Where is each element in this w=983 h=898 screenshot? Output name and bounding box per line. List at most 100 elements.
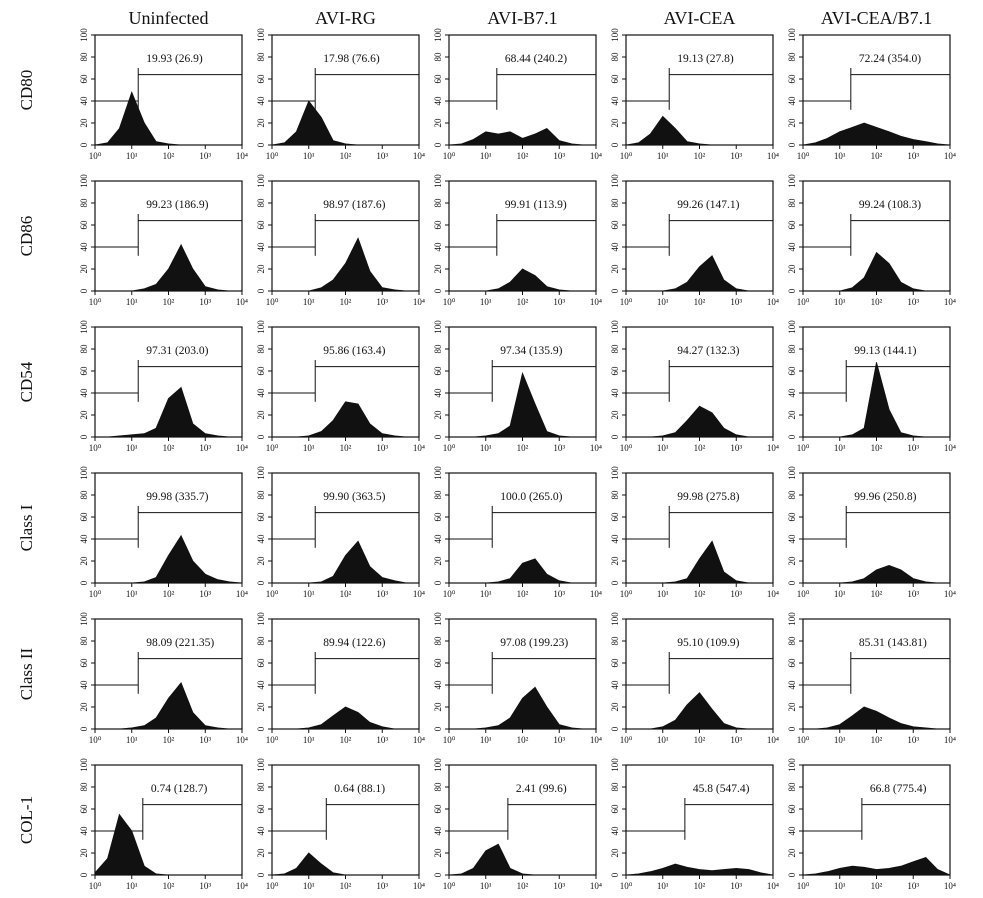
y-tick-label: 0 — [787, 580, 797, 585]
histogram-area — [448, 128, 596, 146]
x-tick-label: 10³ — [199, 443, 211, 453]
x-tick-label: 10³ — [199, 735, 211, 745]
histogram-area — [626, 255, 773, 292]
x-tick-label: 10³ — [376, 589, 388, 599]
x-tick-label: 10² — [517, 881, 529, 891]
y-tick-label: 60 — [433, 658, 443, 668]
x-tick-label: 10¹ — [834, 589, 846, 599]
histogram-area — [626, 692, 773, 730]
x-tick-label: 10² — [694, 443, 706, 453]
x-tick-label: 10¹ — [126, 589, 138, 599]
y-tick-label: 100 — [433, 174, 443, 188]
y-tick-label: 100 — [79, 320, 89, 334]
x-tick-label: 10¹ — [480, 151, 492, 161]
y-tick-label: 80 — [787, 344, 797, 354]
y-tick-label: 20 — [79, 410, 89, 420]
x-tick-label: 10⁴ — [413, 151, 425, 161]
y-tick-label: 0 — [256, 872, 266, 877]
histogram-area — [803, 564, 950, 584]
y-tick-label: 0 — [79, 434, 89, 439]
histogram-area — [95, 386, 242, 438]
x-tick-label: 10² — [694, 735, 706, 745]
x-tick-label: 10⁴ — [767, 151, 779, 161]
row-label: CD86 — [17, 216, 36, 257]
y-tick-label: 0 — [787, 434, 797, 439]
x-tick-label: 10¹ — [303, 297, 315, 307]
x-tick-label: 10³ — [907, 297, 919, 307]
x-tick-label: 10⁴ — [767, 881, 779, 891]
gate-label: 99.23 (186.9) — [146, 199, 208, 211]
x-tick-label: 10⁰ — [89, 589, 102, 599]
y-tick-label: 20 — [610, 848, 620, 858]
histogram-area — [95, 534, 243, 584]
x-tick-label: 10² — [694, 151, 706, 161]
gate-label: 19.13 (27.8) — [677, 53, 734, 65]
x-tick-label: 10³ — [907, 151, 919, 161]
y-tick-label: 80 — [610, 344, 620, 354]
row-label: Class II — [17, 647, 36, 700]
y-tick-label: 60 — [256, 74, 266, 84]
x-tick-label: 10³ — [199, 881, 211, 891]
y-tick-label: 60 — [610, 658, 620, 668]
y-tick-label: 80 — [787, 490, 797, 500]
x-tick-label: 10³ — [730, 881, 742, 891]
x-tick-label: 10⁴ — [413, 443, 425, 453]
y-tick-label: 0 — [433, 288, 443, 293]
histogram-area — [803, 706, 950, 730]
y-tick-label: 40 — [433, 826, 443, 836]
histogram-area — [625, 863, 774, 876]
x-tick-label: 10⁰ — [266, 735, 279, 745]
y-tick-label: 40 — [433, 242, 443, 252]
x-tick-label: 10¹ — [834, 151, 846, 161]
y-tick-label: 20 — [610, 702, 620, 712]
x-tick-label: 10³ — [199, 151, 211, 161]
y-tick-label: 20 — [787, 702, 797, 712]
y-tick-label: 40 — [79, 96, 89, 106]
y-tick-label: 80 — [256, 344, 266, 354]
y-tick-label: 20 — [433, 118, 443, 128]
y-tick-label: 20 — [256, 118, 266, 128]
y-tick-label: 80 — [433, 490, 443, 500]
y-tick-label: 0 — [610, 434, 620, 439]
y-tick-label: 60 — [787, 512, 797, 522]
y-tick-label: 20 — [256, 702, 266, 712]
column-header: AVI-CEA/B7.1 — [821, 8, 932, 28]
histogram-area — [272, 706, 419, 730]
x-tick-label: 10⁴ — [590, 297, 602, 307]
plot-frame — [625, 34, 774, 146]
y-tick-label: 40 — [610, 388, 620, 398]
x-tick-label: 10⁴ — [944, 589, 956, 599]
y-tick-label: 100 — [433, 612, 443, 626]
y-tick-label: 60 — [256, 804, 266, 814]
y-tick-label: 100 — [610, 612, 620, 626]
y-tick-label: 0 — [787, 726, 797, 731]
y-tick-label: 0 — [787, 288, 797, 293]
x-tick-label: 10¹ — [480, 735, 492, 745]
column-header: AVI-B7.1 — [487, 8, 557, 28]
x-tick-label: 10¹ — [834, 735, 846, 745]
y-tick-label: 80 — [433, 52, 443, 62]
y-tick-label: 40 — [610, 242, 620, 252]
y-tick-label: 60 — [787, 658, 797, 668]
x-tick-label: 10³ — [376, 881, 388, 891]
y-tick-label: 60 — [79, 366, 89, 376]
y-tick-label: 60 — [787, 74, 797, 84]
y-tick-label: 100 — [787, 466, 797, 480]
y-tick-label: 60 — [79, 74, 89, 84]
x-tick-label: 10³ — [907, 881, 919, 891]
y-tick-label: 20 — [256, 264, 266, 274]
x-tick-label: 10¹ — [834, 297, 846, 307]
y-tick-label: 0 — [787, 872, 797, 877]
x-tick-label: 10² — [163, 881, 175, 891]
y-tick-label: 60 — [433, 804, 443, 814]
x-tick-label: 10⁴ — [236, 881, 248, 891]
gate-label: 99.24 (108.3) — [859, 199, 921, 211]
gate-label: 0.74 (128.7) — [151, 783, 208, 795]
y-tick-label: 20 — [433, 702, 443, 712]
gate-label: 99.26 (147.1) — [677, 199, 739, 211]
x-tick-label: 10⁴ — [944, 443, 956, 453]
x-tick-label: 10³ — [553, 589, 565, 599]
histogram-area — [272, 237, 419, 292]
y-tick-label: 40 — [79, 680, 89, 690]
gate-label: 94.27 (132.3) — [677, 345, 739, 357]
